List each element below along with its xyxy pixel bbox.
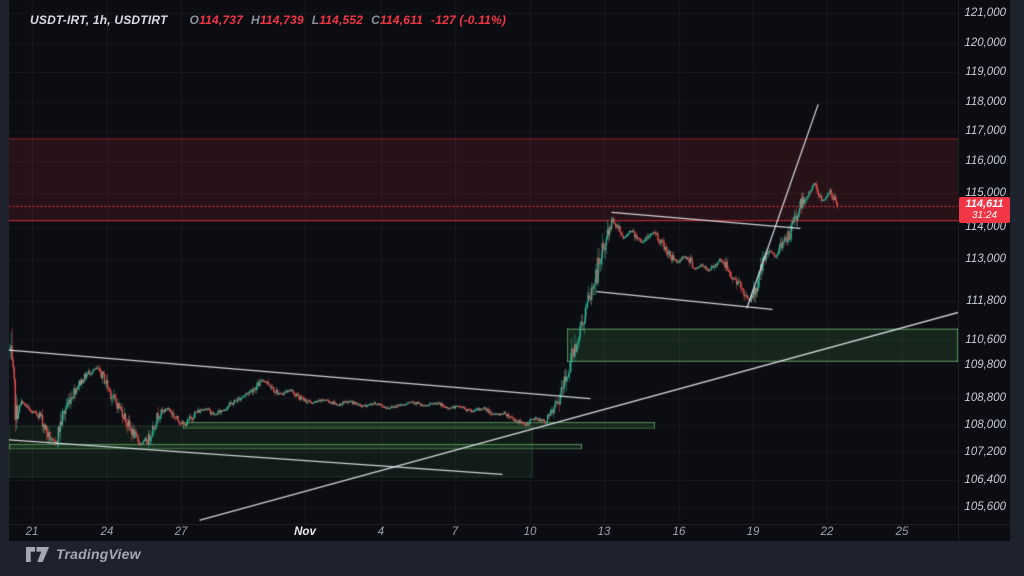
price-axis-label: 111,800 [966, 295, 1006, 307]
price-axis-label: 108,000 [964, 419, 1006, 431]
time-axis-label: 7 [451, 526, 459, 538]
symbol-title[interactable]: USDT-IRT, 1h, USDTIRT [30, 13, 168, 27]
ohlc-values: O114,737 H114,739 L114,552 C114,611 -127 (-0… [182, 13, 507, 27]
price-axis-label: 113,000 [965, 253, 1006, 265]
last-price-value: 114,611 [965, 198, 1004, 211]
time-axis-label: 16 [672, 526, 686, 538]
price-axis-separator [958, 0, 959, 541]
change-value: -127 (-0.11%) [431, 13, 507, 27]
high-value: 114,739 [259, 13, 304, 27]
close-value: 114,611 [380, 13, 424, 27]
open-label: O [189, 13, 200, 27]
price-axis-label: 121,000 [964, 7, 1006, 19]
time-axis-label: 25 [895, 526, 909, 538]
low-value: 114,552 [319, 13, 364, 27]
last-price-badge: 114,611 31:24 [959, 197, 1010, 224]
price-axis-label: 115,000 [965, 187, 1006, 199]
time-axis-label: 24 [100, 526, 114, 538]
price-axis[interactable]: 121,000 120,000 119,000 118,000 117,000 116,0… [958, 0, 1010, 524]
close-label: C [371, 13, 381, 27]
price-axis-label: 116,000 [965, 155, 1006, 167]
price-axis-label: 108,800 [964, 392, 1006, 404]
price-axis-label: 107,200 [964, 446, 1006, 458]
price-axis-label: 105,600 [964, 501, 1006, 513]
price-axis-label: 120,000 [964, 37, 1006, 49]
open-value: 114,737 [199, 13, 243, 27]
tradingview-logo-text: TradingView [56, 546, 141, 562]
time-axis-separator [9, 524, 1010, 525]
time-axis[interactable]: 21 24 27 Nov 4 7 10 13 16 19 22 25 [9, 524, 958, 541]
time-axis-label: 21 [25, 526, 39, 538]
price-axis-label: 117,000 [965, 125, 1006, 137]
price-axis-label: 118,000 [965, 96, 1006, 108]
symbol-legend[interactable]: USDT-IRT, 1h, USDTIRT O114,737 H114,739 L11… [30, 13, 506, 27]
price-axis-label: 106,400 [964, 474, 1006, 486]
tradingview-logo-icon [26, 546, 49, 562]
price-axis-label: 109,800 [964, 359, 1006, 371]
time-axis-label: 22 [820, 526, 834, 538]
time-axis-label: 10 [523, 526, 537, 538]
price-axis-label: 119,000 [965, 66, 1006, 78]
price-axis-label: 114,000 [965, 221, 1006, 233]
low-label: L [311, 13, 320, 27]
time-axis-label: 13 [597, 526, 611, 538]
time-axis-label: Nov [294, 526, 316, 538]
time-axis-label: 19 [746, 526, 760, 538]
tradingview-watermark[interactable]: TradingView [26, 546, 141, 562]
high-label: H [250, 13, 260, 27]
bar-countdown: 31:24 [971, 210, 998, 222]
time-axis-label: 27 [174, 526, 188, 538]
price-axis-label: 110,600 [965, 334, 1006, 346]
time-axis-label: 4 [377, 526, 385, 538]
